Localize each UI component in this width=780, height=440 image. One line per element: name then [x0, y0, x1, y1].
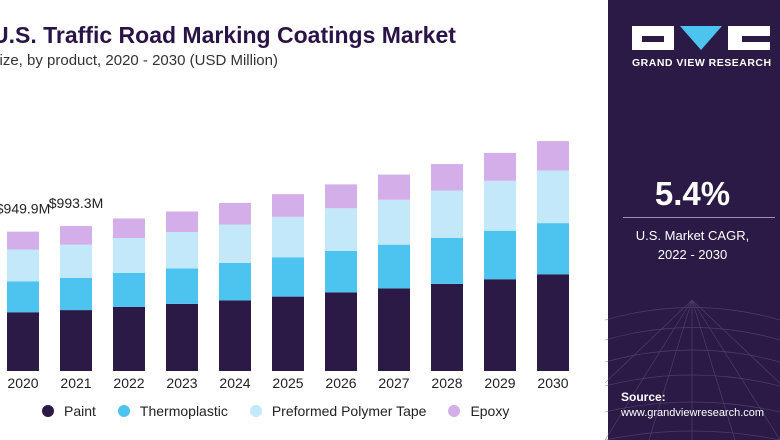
bar-segment-preformed-polymer-tape-2030 — [537, 170, 569, 224]
bar-segment-thermoplastic-2020 — [7, 281, 39, 313]
panel-divider — [605, 0, 608, 440]
bar-segment-thermoplastic-2022 — [113, 272, 145, 307]
x-tick-label: 2028 — [431, 375, 462, 391]
x-tick-label: 2023 — [166, 375, 197, 391]
bar-segment-preformed-polymer-tape-2020 — [7, 249, 39, 282]
legend-swatch — [117, 405, 130, 417]
bar-segment-epoxy-2027 — [378, 174, 410, 200]
bar-segment-epoxy-2020 — [7, 231, 39, 250]
bar-segment-paint-2023 — [166, 303, 198, 371]
legend-label: Epoxy — [470, 403, 510, 419]
x-tick-label: 2029 — [484, 375, 515, 391]
bar-segment-thermoplastic-2025 — [272, 257, 304, 297]
legend-swatch — [42, 405, 54, 417]
source-title: Source: — [621, 390, 666, 404]
x-tick-label: 2021 — [60, 375, 91, 391]
chart-panel: U.S. Traffic Road Marking Coatings Marke… — [0, 22, 569, 419]
bar-segment-epoxy-2029 — [484, 152, 516, 181]
bar-segment-paint-2022 — [113, 306, 145, 371]
bar-segment-epoxy-2030 — [537, 141, 569, 171]
bar-segment-preformed-polymer-tape-2022 — [113, 238, 145, 273]
bar-segment-thermoplastic-2026 — [325, 250, 357, 293]
bar-segment-epoxy-2028 — [431, 164, 463, 191]
brand-name: GRAND VIEW RESEARCH — [632, 57, 772, 69]
data-label: $949.9M — [0, 201, 50, 217]
legend-item-paint: Paint — [42, 403, 96, 419]
x-tick-label: 2027 — [378, 375, 409, 391]
bar-segment-paint-2020 — [7, 312, 39, 371]
legend-item-preformed-polymer-tape: Preformed Polymer Tape — [249, 403, 427, 419]
bar-segment-thermoplastic-2030 — [537, 223, 569, 275]
bar-segment-paint-2024 — [219, 300, 251, 371]
x-tick-label: 2020 — [7, 375, 38, 391]
bar-segment-thermoplastic-2027 — [378, 244, 410, 289]
bar-segment-preformed-polymer-tape-2027 — [378, 199, 410, 245]
legend-item-thermoplastic: Thermoplastic — [117, 403, 228, 419]
cagr-label-line1: U.S. Market CAGR, — [635, 228, 750, 243]
bar-segment-thermoplastic-2021 — [60, 277, 92, 311]
bar-segment-preformed-polymer-tape-2023 — [166, 231, 198, 269]
bar-segment-thermoplastic-2023 — [166, 268, 198, 304]
bar-segment-epoxy-2026 — [325, 184, 357, 209]
gvr-logo-icon — [632, 26, 770, 50]
bar-segment-paint-2021 — [60, 310, 92, 371]
bar-segment-preformed-polymer-tape-2028 — [431, 190, 463, 238]
cagr-label-line2: 2022 - 2030 — [657, 247, 728, 262]
bar-segment-preformed-polymer-tape-2025 — [272, 216, 304, 258]
bar-segment-paint-2025 — [272, 296, 304, 371]
legend-item-epoxy: Epoxy — [448, 403, 509, 419]
bar-segment-epoxy-2024 — [219, 202, 251, 225]
cagr-value: 5.4% — [654, 175, 731, 212]
sidebar-panel: GRAND VIEW RESEARCH 5.4% U.S. Market CAG… — [605, 0, 780, 440]
bar-segment-thermoplastic-2024 — [219, 262, 251, 301]
x-tick-label: 2022 — [113, 375, 144, 391]
cagr-divider — [623, 217, 775, 218]
bar-segment-paint-2030 — [537, 274, 569, 371]
legend-swatch — [448, 405, 461, 417]
x-tick-label: 2026 — [325, 375, 356, 391]
bar-segment-epoxy-2025 — [272, 194, 304, 217]
bar-segment-preformed-polymer-tape-2029 — [484, 180, 516, 231]
bar-segment-preformed-polymer-tape-2021 — [60, 244, 92, 278]
bar-segment-paint-2027 — [378, 288, 410, 371]
bar-segment-paint-2029 — [484, 279, 516, 371]
bar-segment-epoxy-2023 — [166, 211, 198, 232]
grid-decoration — [605, 299, 780, 440]
x-tick-label: 2030 — [537, 375, 568, 391]
legend-swatch — [249, 405, 262, 417]
bar-segment-epoxy-2021 — [60, 225, 92, 245]
legend-label: Paint — [64, 403, 96, 419]
bar-segment-epoxy-2022 — [113, 218, 145, 239]
chart-legend: Paint Thermoplastic Preformed Polymer Ta… — [42, 403, 531, 419]
data-label: $993.3M — [49, 195, 103, 211]
stacked-bar-chart: 2020 2021 2022 2023 2024 2025 2026 2027 2028 2029… — [0, 141, 569, 391]
cagr-label: U.S. Market CAGR, 2022 - 2030 — [605, 226, 780, 264]
chart-title: U.S. Traffic Road Marking Coatings Marke… — [0, 22, 456, 48]
source-url[interactable]: www.grandviewresearch.com — [621, 407, 765, 419]
bar-segment-preformed-polymer-tape-2024 — [219, 224, 251, 263]
legend-label: Thermoplastic — [139, 403, 228, 419]
x-tick-label: 2024 — [219, 375, 250, 391]
bar-segment-thermoplastic-2028 — [431, 237, 463, 284]
bar-segment-thermoplastic-2029 — [484, 230, 516, 280]
legend-label: Preformed Polymer Tape — [271, 403, 427, 419]
chart-subtitle: size, by product, 2020 - 2030 (USD Milli… — [0, 52, 278, 69]
x-tick-label: 2025 — [272, 375, 303, 391]
bar-segment-paint-2026 — [325, 292, 357, 371]
bar-segment-paint-2028 — [431, 283, 463, 371]
bar-segment-preformed-polymer-tape-2026 — [325, 208, 357, 251]
